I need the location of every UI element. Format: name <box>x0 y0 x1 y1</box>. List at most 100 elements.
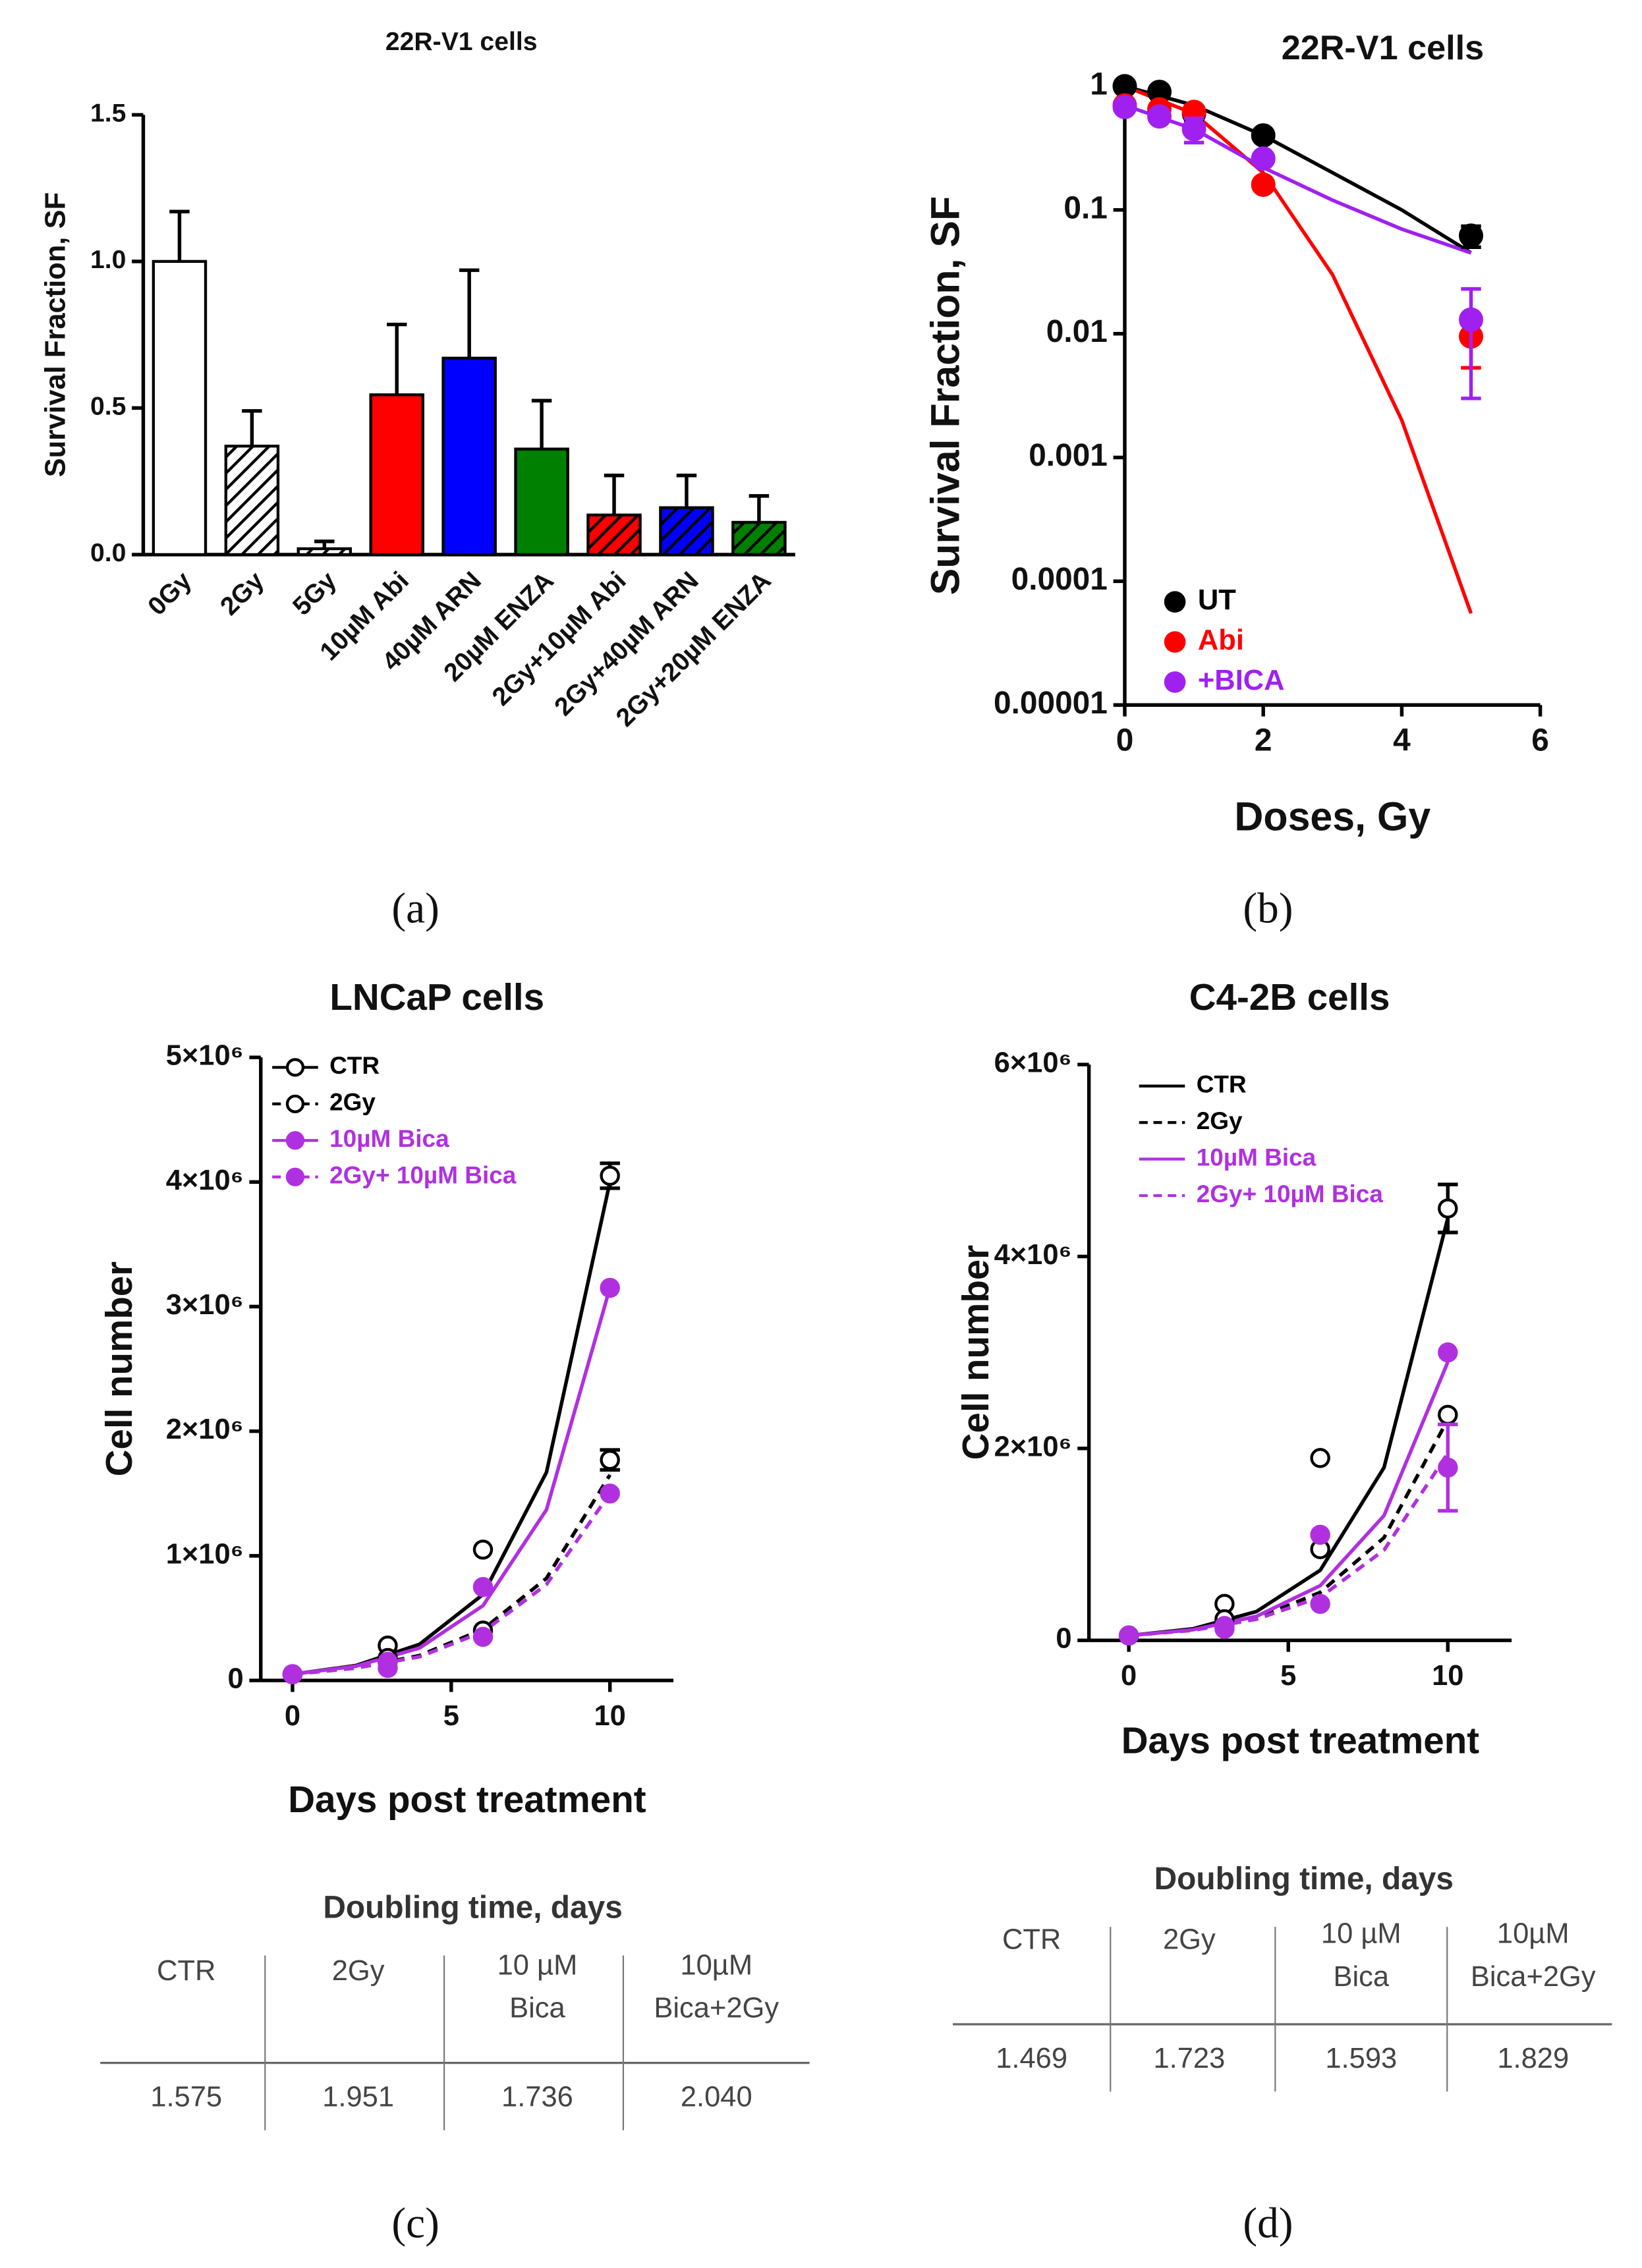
y-tick-label: 4×10⁶ <box>994 1239 1072 1271</box>
table-header: 10 µM <box>1321 1918 1401 1950</box>
table-header: CTR <box>157 1955 215 1987</box>
chart-title: C4-2B cells <box>1189 976 1390 1018</box>
point <box>1438 1342 1458 1363</box>
fit-line <box>1128 1418 1450 1638</box>
y-tick-label: 0.5 <box>90 393 126 421</box>
table-header: Bica <box>509 1993 565 2024</box>
x-tick-label: 6 <box>1531 723 1549 758</box>
x-axis-label: Days post treatment <box>1121 1720 1480 1761</box>
legend-label: 10µM Bica <box>329 1125 449 1152</box>
bar <box>152 260 208 557</box>
legend-marker <box>285 1167 305 1186</box>
table-cell: 1.829 <box>1497 2043 1569 2074</box>
bar <box>731 520 787 557</box>
fit-line <box>292 1287 612 1676</box>
x-tick-label: 5 <box>443 1700 459 1732</box>
bar <box>514 447 569 557</box>
x-axis-label: Doses, Gy <box>1234 794 1430 839</box>
point <box>472 1576 494 1597</box>
point <box>1438 1404 1458 1425</box>
chart-title: 22R-V1 cells <box>385 28 538 56</box>
legend-label: 2Gy <box>1197 1107 1243 1134</box>
x-axis-label: Days post treatment <box>288 1779 646 1820</box>
point <box>472 1626 494 1647</box>
legend-marker <box>285 1094 305 1113</box>
y-tick-label: 0.0 <box>90 539 126 567</box>
table-cell: 1.723 <box>1153 2043 1225 2074</box>
x-tick-label: 4 <box>1393 723 1411 758</box>
legend-label: 2Gy+ 10µM Bica <box>1197 1180 1384 1207</box>
legend-marker <box>285 1058 305 1077</box>
fit-line <box>1123 84 1473 615</box>
legend-label: 2Gy <box>329 1089 376 1116</box>
chart-title: 22R-V1 cells <box>1282 29 1484 67</box>
point <box>1310 1524 1330 1545</box>
legend-label: 10µM Bica <box>1197 1144 1316 1171</box>
point <box>1214 1618 1235 1639</box>
bar <box>369 393 424 557</box>
table-header: Bica <box>1333 1961 1389 1993</box>
table-header: 2Gy <box>332 1955 385 1987</box>
point <box>1251 123 1276 148</box>
legend-marker <box>285 1131 305 1150</box>
y-tick-label: 0 <box>1056 1623 1071 1655</box>
table-cell: 1.575 <box>150 2082 222 2113</box>
point <box>1310 1593 1330 1615</box>
legend-label: 2Gy+ 10µM Bica <box>329 1162 517 1189</box>
panel-label: (a) <box>391 885 439 933</box>
y-tick-label: 0.1 <box>1063 190 1108 225</box>
legend-label: Abi <box>1198 624 1244 656</box>
table-title: Doubling time, days <box>1154 1862 1454 1896</box>
point <box>1310 1448 1330 1468</box>
y-axis-label: Cell number <box>98 1261 140 1477</box>
y-tick-label: 1.5 <box>90 99 126 128</box>
table-header: 10 µM <box>497 1949 578 1981</box>
table-header: 10µM <box>1497 1918 1570 1950</box>
point <box>600 1277 620 1298</box>
table-header: Bica+2Gy <box>654 1993 779 2024</box>
x-tick-label: 10 <box>594 1700 625 1732</box>
y-tick-label: 0.00001 <box>994 686 1108 721</box>
legend-label: +BICA <box>1198 665 1285 696</box>
point <box>1118 1625 1139 1646</box>
y-axis-label: Survival Fraction, SF <box>923 196 968 595</box>
point <box>1251 172 1276 197</box>
bar <box>586 513 642 557</box>
y-tick-label: 1.0 <box>90 246 126 274</box>
legend-label: CTR <box>1197 1070 1247 1097</box>
x-tick-label: 0Gy <box>142 567 197 621</box>
table-header: 10µM <box>680 1949 752 1981</box>
y-tick-label: 0.001 <box>1029 438 1108 473</box>
bar <box>441 356 497 557</box>
x-tick-label: 2Gy+10µM Abi <box>487 567 632 711</box>
y-tick-label: 2×10⁶ <box>166 1414 244 1445</box>
table-cell: 1.951 <box>322 2082 394 2113</box>
y-tick-label: 0 <box>227 1663 243 1695</box>
y-axis-label: Survival Fraction, SF <box>40 192 71 478</box>
y-axis-label: Cell number <box>955 1245 996 1460</box>
table-cell: 1.593 <box>1325 2043 1397 2074</box>
legend-marker <box>1164 671 1186 693</box>
x-tick-label: 0 <box>1121 1660 1137 1692</box>
legend-label: CTR <box>329 1052 380 1079</box>
panel-label: (d) <box>1243 2200 1293 2248</box>
fit-line <box>1124 84 1472 255</box>
x-tick-label: 2 <box>1255 723 1272 758</box>
y-tick-label: 4×10⁶ <box>166 1165 244 1196</box>
bar <box>297 547 353 557</box>
point <box>600 1450 620 1470</box>
point <box>1438 1457 1458 1478</box>
point <box>282 1664 303 1684</box>
point <box>472 1539 494 1560</box>
x-tick-label: 0 <box>285 1700 300 1732</box>
x-tick-label: 5 <box>1280 1660 1296 1692</box>
point <box>1181 117 1206 142</box>
x-tick-label: 0 <box>1116 723 1134 758</box>
fit-line <box>1124 103 1472 255</box>
panel-label: (b) <box>1243 885 1293 933</box>
table-cell: 1.469 <box>996 2043 1067 2074</box>
fit-line <box>1128 1452 1450 1638</box>
y-tick-label: 6×10⁶ <box>994 1047 1072 1079</box>
point <box>1459 223 1483 248</box>
